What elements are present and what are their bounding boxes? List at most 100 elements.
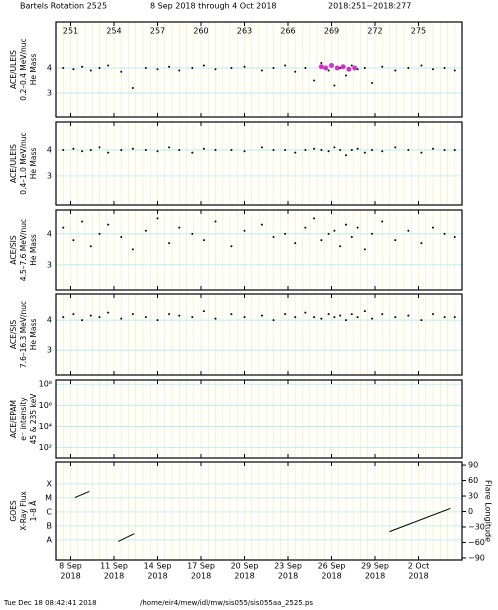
point bbox=[339, 314, 342, 317]
point bbox=[394, 316, 397, 319]
point bbox=[356, 68, 359, 71]
point bbox=[230, 67, 233, 69]
header-doy: 2018:251−2018:277 bbox=[328, 2, 411, 11]
point bbox=[443, 149, 446, 152]
point bbox=[333, 146, 336, 149]
point bbox=[363, 151, 366, 154]
y-tick-label: 3 bbox=[47, 260, 52, 269]
y-axis-label: He Mass bbox=[29, 319, 38, 351]
top-tick-label: 275 bbox=[411, 27, 426, 36]
point bbox=[294, 242, 297, 245]
x-tick-label: 17 Sep bbox=[187, 562, 215, 571]
point bbox=[89, 314, 92, 317]
y-axis-label: e⁻ intensity bbox=[19, 397, 28, 441]
point bbox=[356, 147, 359, 150]
point bbox=[120, 149, 123, 152]
point bbox=[120, 70, 123, 73]
point bbox=[371, 149, 374, 152]
point bbox=[339, 245, 342, 248]
point bbox=[407, 149, 410, 152]
point bbox=[284, 313, 287, 316]
y-tick-label: 4 bbox=[47, 64, 52, 73]
point bbox=[363, 248, 366, 251]
panel-frame bbox=[55, 461, 463, 561]
y-tick-label: 10² bbox=[39, 443, 52, 452]
x-tick-year: 2018 bbox=[234, 572, 254, 581]
point bbox=[407, 229, 410, 232]
top-tick-label: 269 bbox=[324, 27, 339, 36]
point bbox=[72, 313, 75, 316]
point bbox=[107, 223, 110, 226]
point bbox=[272, 67, 275, 69]
point bbox=[89, 149, 92, 152]
y-axis-label: 0.2–0.4 MeV/nuc bbox=[19, 38, 28, 100]
point bbox=[329, 63, 334, 68]
point bbox=[168, 146, 171, 149]
line bbox=[118, 533, 135, 542]
point bbox=[120, 235, 123, 238]
point bbox=[318, 64, 324, 70]
x-tick-year: 2018 bbox=[408, 572, 428, 581]
point bbox=[62, 226, 65, 229]
y-tick-label: 3 bbox=[47, 171, 52, 180]
header-rotation: Bartels Rotation 2525 bbox=[20, 2, 107, 11]
point bbox=[272, 319, 275, 322]
point bbox=[191, 316, 194, 319]
point bbox=[356, 226, 359, 229]
panel-frame bbox=[55, 209, 463, 291]
y-tick-label: B bbox=[47, 521, 53, 530]
y-tick-label: 10⁸ bbox=[39, 380, 52, 389]
y2-tick-label: 60 bbox=[468, 476, 478, 485]
point bbox=[81, 220, 84, 223]
point bbox=[98, 232, 101, 235]
point bbox=[381, 313, 384, 316]
point bbox=[191, 151, 194, 154]
y-axis-label: ACE/ULEIS bbox=[9, 50, 18, 89]
point bbox=[443, 232, 446, 235]
point bbox=[327, 69, 330, 72]
point bbox=[260, 146, 263, 149]
point bbox=[178, 226, 181, 229]
point bbox=[453, 69, 456, 72]
point bbox=[304, 311, 307, 314]
y-axis-label: ACE/SIS bbox=[9, 320, 18, 349]
point bbox=[394, 239, 397, 242]
point bbox=[284, 149, 287, 152]
point bbox=[320, 149, 323, 152]
x-tick-label: 29 Sep bbox=[361, 562, 389, 571]
point bbox=[363, 310, 366, 313]
x-tick-year: 2018 bbox=[104, 572, 124, 581]
point bbox=[168, 65, 171, 68]
top-tick-label: 251 bbox=[63, 27, 78, 36]
point bbox=[98, 316, 101, 319]
point bbox=[381, 150, 384, 153]
y-axis-label: He Mass bbox=[29, 54, 38, 86]
panel-frame bbox=[55, 121, 463, 206]
point bbox=[363, 67, 366, 69]
point bbox=[260, 69, 263, 72]
point bbox=[144, 149, 147, 152]
point bbox=[320, 62, 323, 64]
top-tick-label: 257 bbox=[150, 27, 165, 36]
point bbox=[243, 316, 246, 319]
point bbox=[202, 64, 205, 67]
point bbox=[334, 65, 340, 71]
y-axis-label: GOES bbox=[9, 500, 18, 521]
point bbox=[272, 149, 275, 152]
point bbox=[214, 68, 217, 71]
x-tick-label: 11 Sep bbox=[100, 562, 128, 571]
y-axis-label: He Mass bbox=[29, 234, 38, 266]
point bbox=[156, 150, 159, 153]
point bbox=[243, 229, 246, 232]
point bbox=[202, 147, 205, 150]
point bbox=[243, 150, 246, 153]
y-tick-label: 10⁴ bbox=[39, 422, 52, 431]
y-axis-label: 45 & 235 keV bbox=[29, 393, 38, 445]
point bbox=[346, 66, 352, 72]
point bbox=[144, 229, 147, 232]
panel-frame bbox=[55, 21, 463, 118]
point bbox=[243, 65, 246, 68]
y-tick-label: X bbox=[47, 479, 53, 488]
point bbox=[350, 235, 353, 238]
